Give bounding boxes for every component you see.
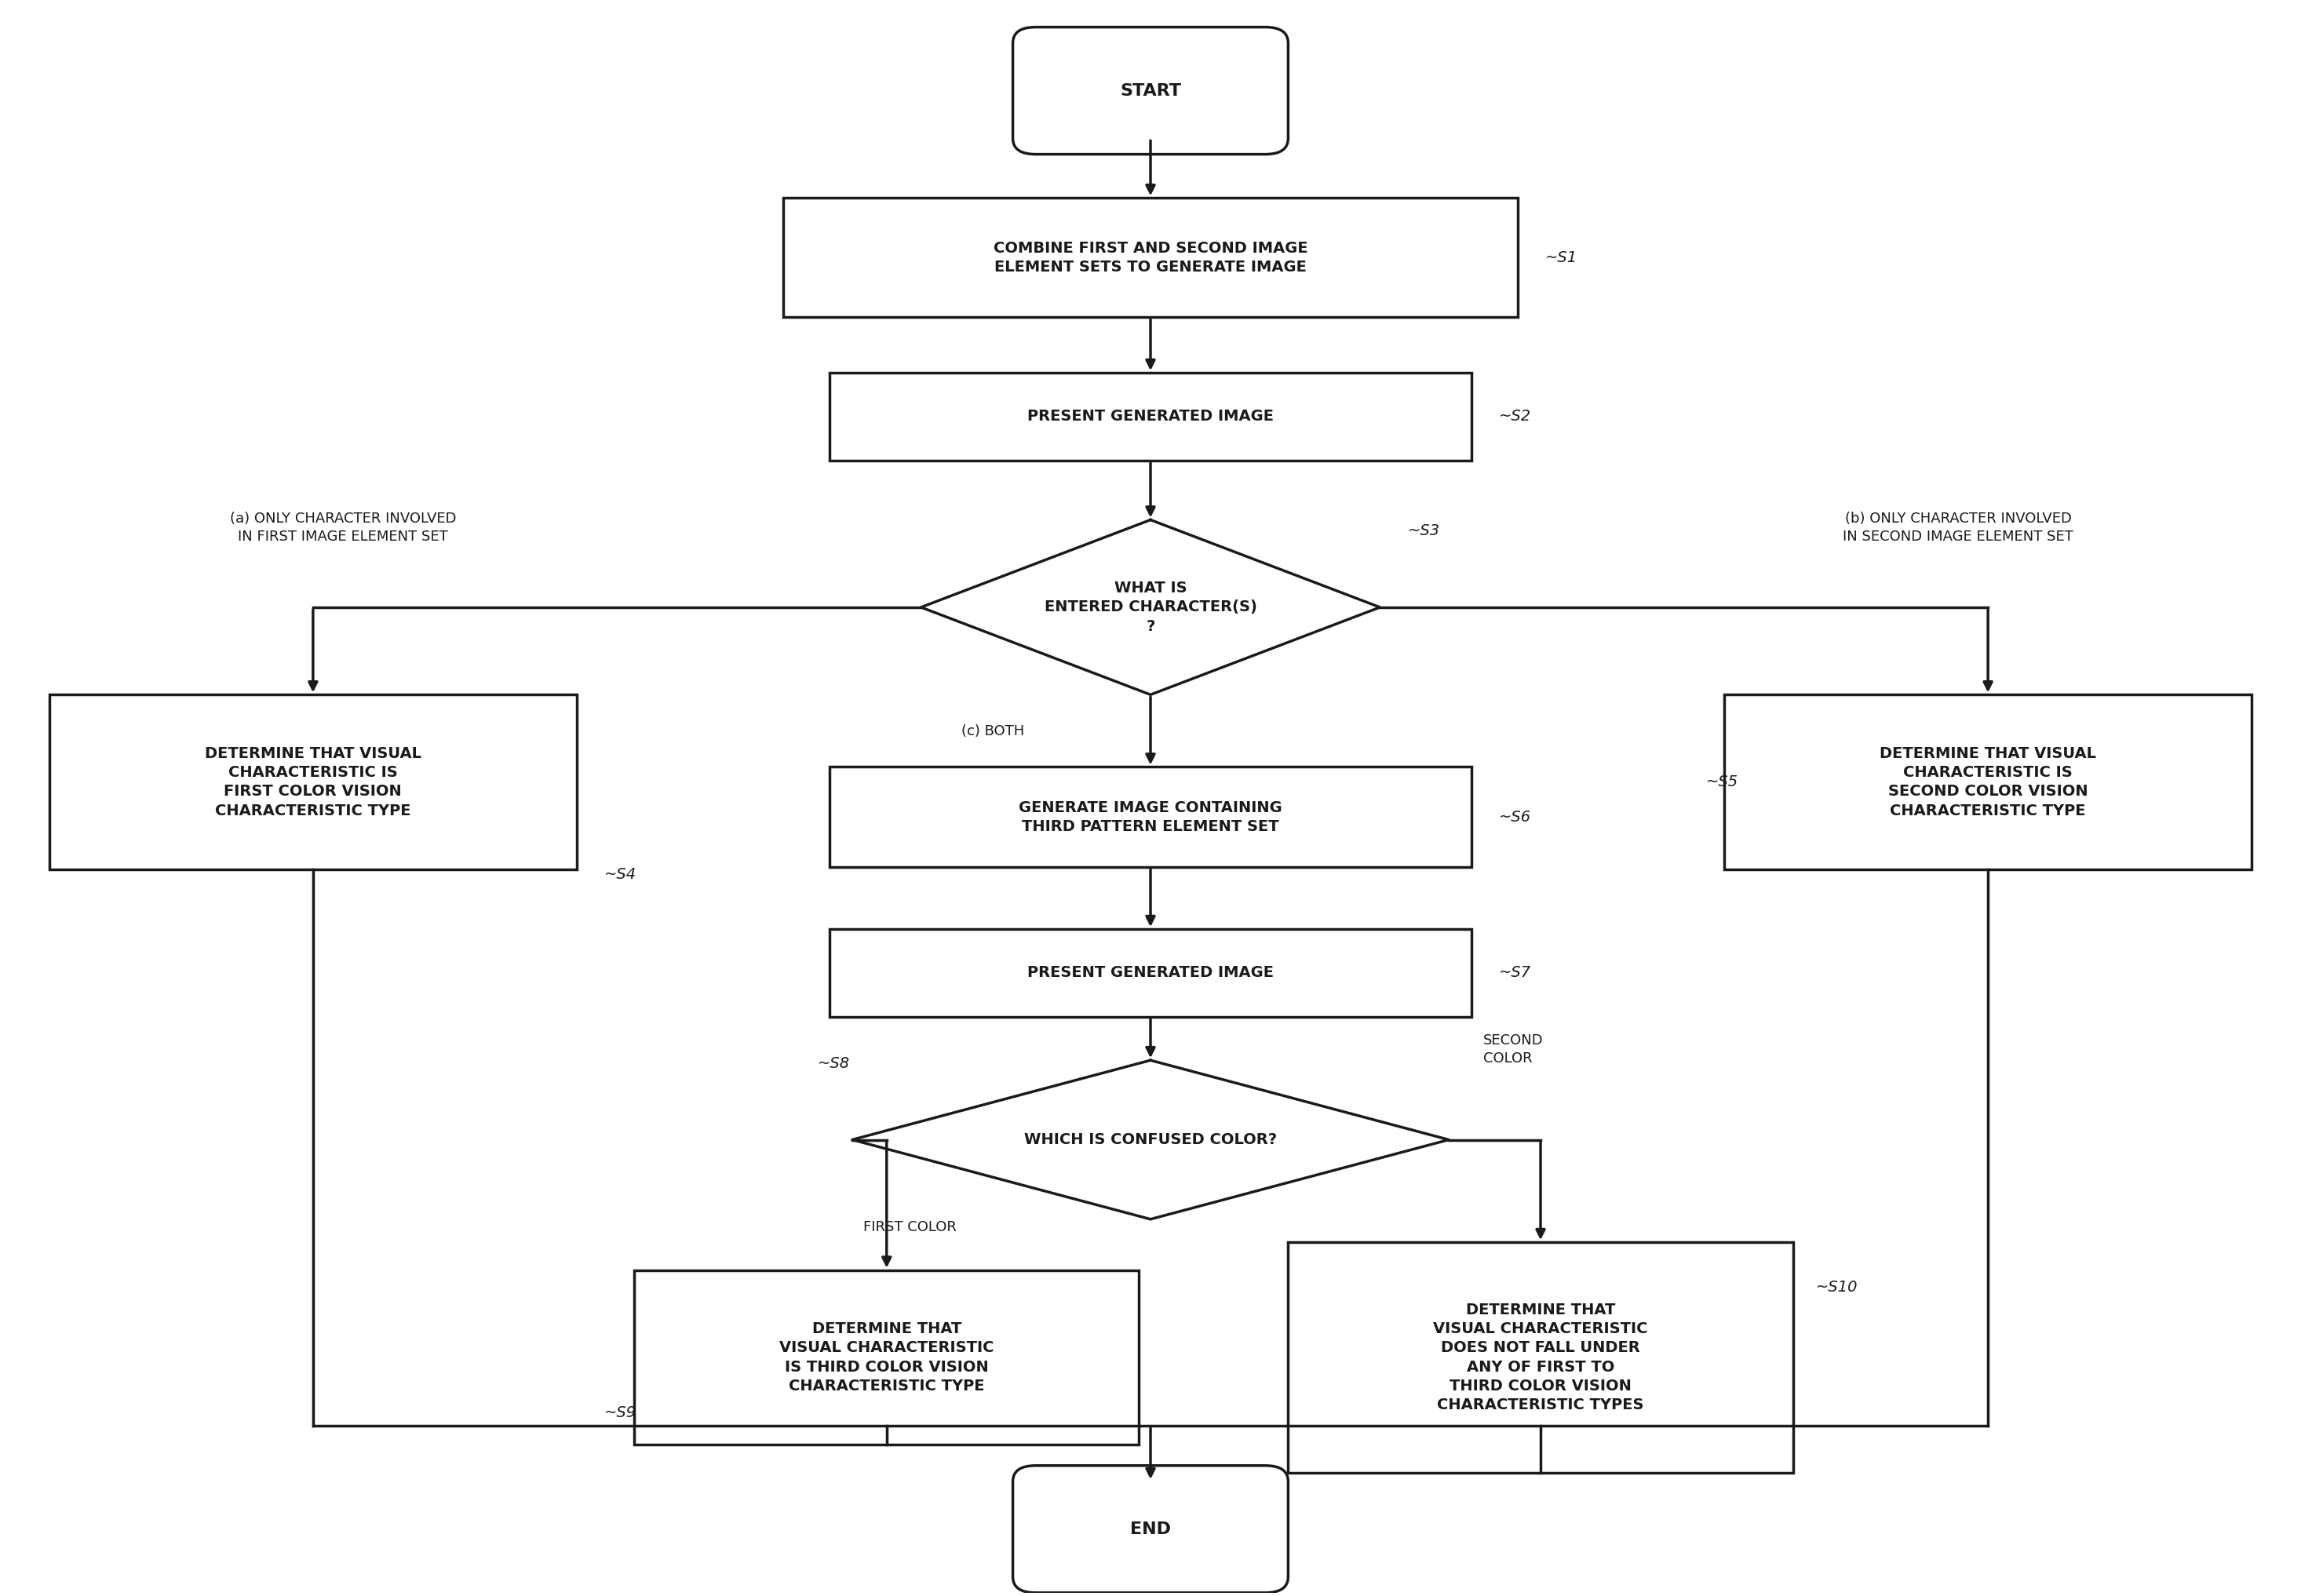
FancyBboxPatch shape (1012, 27, 1289, 155)
Bar (1723, 694, 2253, 870)
Bar (828, 768, 1473, 867)
Polygon shape (920, 520, 1381, 694)
Bar (1289, 1242, 1792, 1473)
Text: ~S8: ~S8 (817, 1057, 849, 1071)
Text: ~S2: ~S2 (1500, 409, 1532, 425)
Text: ~S3: ~S3 (1408, 523, 1440, 538)
Text: (b) ONLY CHARACTER INVOLVED
IN SECOND IMAGE ELEMENT SET: (b) ONLY CHARACTER INVOLVED IN SECOND IM… (1843, 512, 2073, 544)
Text: SECOND
COLOR: SECOND COLOR (1484, 1033, 1544, 1065)
Text: ~S4: ~S4 (605, 867, 637, 881)
Text: ~S1: ~S1 (1546, 251, 1578, 265)
Text: DETERMINE THAT VISUAL
CHARACTERISTIC IS
SECOND COLOR VISION
CHARACTERISTIC TYPE: DETERMINE THAT VISUAL CHARACTERISTIC IS … (1880, 745, 2096, 819)
Text: ~S10: ~S10 (1815, 1280, 1857, 1294)
Text: FIRST COLOR: FIRST COLOR (863, 1219, 957, 1234)
Bar (782, 198, 1519, 318)
Text: WHAT IS
ENTERED CHARACTER(S)
?: WHAT IS ENTERED CHARACTER(S) ? (1045, 581, 1256, 634)
Text: WHICH IS CONFUSED COLOR?: WHICH IS CONFUSED COLOR? (1024, 1132, 1277, 1148)
Text: ~S7: ~S7 (1500, 966, 1532, 980)
Text: DETERMINE THAT VISUAL
CHARACTERISTIC IS
FIRST COLOR VISION
CHARACTERISTIC TYPE: DETERMINE THAT VISUAL CHARACTERISTIC IS … (205, 745, 421, 819)
Text: PRESENT GENERATED IMAGE: PRESENT GENERATED IMAGE (1026, 966, 1275, 980)
Text: START: START (1121, 83, 1180, 99)
Text: (c) BOTH: (c) BOTH (962, 725, 1024, 739)
Bar (635, 1270, 1139, 1444)
Text: END: END (1130, 1521, 1171, 1537)
Text: GENERATE IMAGE CONTAINING
THIRD PATTERN ELEMENT SET: GENERATE IMAGE CONTAINING THIRD PATTERN … (1019, 800, 1282, 835)
Text: ~S6: ~S6 (1500, 809, 1532, 825)
Bar (48, 694, 578, 870)
Text: ~S5: ~S5 (1705, 774, 1737, 790)
Text: ~S9: ~S9 (605, 1406, 637, 1420)
FancyBboxPatch shape (1012, 1465, 1289, 1593)
Text: COMBINE FIRST AND SECOND IMAGE
ELEMENT SETS TO GENERATE IMAGE: COMBINE FIRST AND SECOND IMAGE ELEMENT S… (994, 241, 1307, 275)
Text: (a) ONLY CHARACTER INVOLVED
IN FIRST IMAGE ELEMENT SET: (a) ONLY CHARACTER INVOLVED IN FIRST IMA… (230, 512, 456, 544)
Text: PRESENT GENERATED IMAGE: PRESENT GENERATED IMAGE (1026, 409, 1275, 425)
Polygon shape (851, 1060, 1450, 1219)
Bar (828, 373, 1473, 460)
Text: DETERMINE THAT
VISUAL CHARACTERISTIC
IS THIRD COLOR VISION
CHARACTERISTIC TYPE: DETERMINE THAT VISUAL CHARACTERISTIC IS … (780, 1321, 994, 1393)
Bar (828, 929, 1473, 1017)
Text: DETERMINE THAT
VISUAL CHARACTERISTIC
DOES NOT FALL UNDER
ANY OF FIRST TO
THIRD C: DETERMINE THAT VISUAL CHARACTERISTIC DOE… (1434, 1302, 1648, 1412)
